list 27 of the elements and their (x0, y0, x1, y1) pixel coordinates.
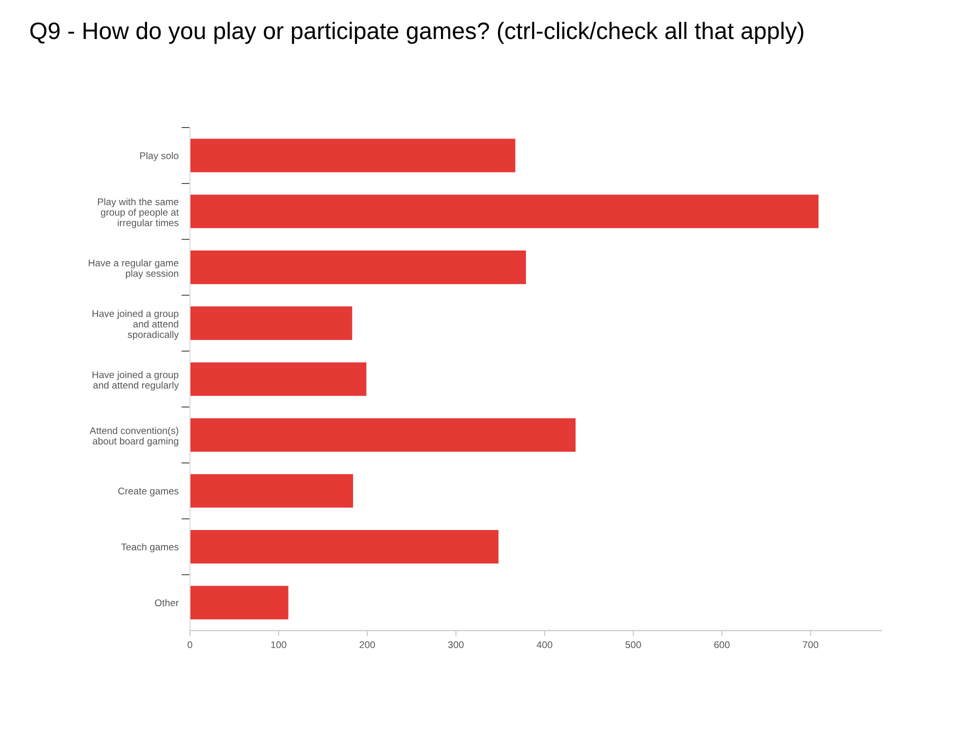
x-tick-label: 700 (802, 641, 818, 648)
x-tick-label: 500 (626, 641, 641, 648)
bar (190, 306, 352, 340)
bar (190, 586, 288, 620)
x-tick-label: 300 (448, 641, 464, 648)
bar (190, 362, 366, 396)
bar (190, 138, 516, 172)
bar (190, 474, 354, 508)
x-tick-label: 0 (188, 641, 192, 648)
bar (190, 194, 819, 228)
x-tick-label: 100 (271, 641, 286, 648)
y-tick-label: Have joined a group and attend regularly (92, 371, 179, 391)
y-tick-label: Create games (118, 488, 178, 496)
y-tick-label: Teach games (121, 543, 178, 552)
bar (190, 418, 576, 452)
x-tick-label: 600 (714, 641, 730, 648)
y-tick-label: Other (154, 599, 179, 606)
y-tick-label: Attend convention(s) about board gaming (90, 426, 178, 446)
bar (190, 250, 526, 284)
bar (190, 530, 498, 564)
chart-title: Q9 - How do you play or participate games? (ctrl-click/check all that apply) (30, 22, 804, 44)
y-tick-label: Play with the same group of people at irregular times (98, 198, 179, 228)
x-tick-label: 200 (360, 641, 375, 648)
y-tick-label: Have a regular game play session (88, 259, 178, 279)
y-tick-label: Play solo (140, 152, 178, 162)
y-tick-label: Have joined a group and attend sporadically (92, 310, 179, 340)
x-tick-label: 400 (536, 641, 552, 648)
